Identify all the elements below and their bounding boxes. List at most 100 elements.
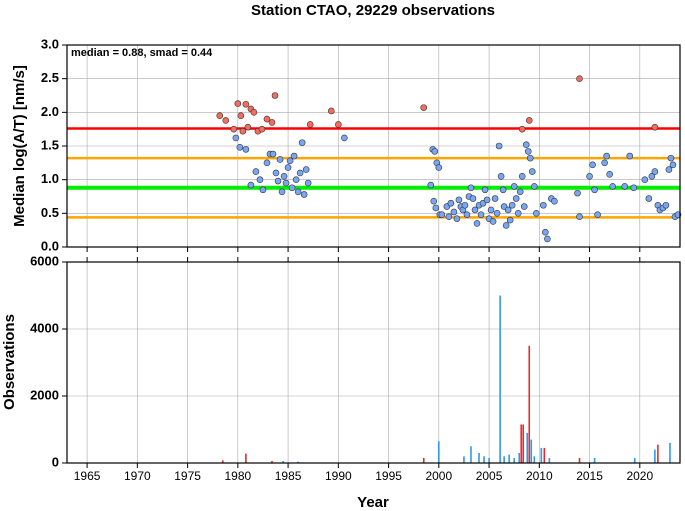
point [463,211,471,218]
point [327,107,335,115]
bar [669,442,671,463]
x-tick-label: 1965 [74,469,101,483]
point [445,213,453,220]
y-tick-label: 2.5 [41,70,59,85]
point [469,195,477,202]
point [514,210,522,217]
y-tick-label: 0.5 [41,205,59,220]
point [274,177,282,185]
point [300,191,308,198]
bar [271,460,273,463]
bar [520,424,523,463]
point [504,206,512,214]
point [483,196,491,204]
x-tick-label: 2005 [476,469,503,483]
point [263,115,271,123]
point [586,173,593,180]
point [304,179,312,187]
point [520,203,528,210]
point [461,201,469,209]
point [259,186,267,194]
point [641,176,649,183]
point [510,183,518,190]
bar [478,452,480,463]
point [518,125,526,133]
point [278,188,286,196]
x-axis-label: Year [357,494,389,511]
point [532,210,540,217]
point [606,170,613,178]
bar [488,457,490,463]
point [495,142,503,150]
point [242,146,250,153]
point [594,211,601,218]
bar [533,456,536,463]
point [665,166,673,173]
point [630,184,638,192]
point [431,148,439,155]
y-axis-label: Observations [1,314,18,410]
point [271,92,279,99]
bar [518,452,521,463]
point [481,186,489,194]
point [244,123,252,131]
point [516,188,524,196]
point [247,181,255,189]
bar [499,295,501,463]
y-axis-label: Median log(A/T) [nm/s] [11,65,28,227]
point [280,173,288,180]
point [455,196,463,204]
point [526,154,534,162]
point [542,228,549,236]
point [518,173,526,180]
point [252,168,260,175]
point [298,139,306,146]
point [284,164,292,171]
point [508,201,516,209]
point [450,208,458,216]
point [432,204,440,212]
point [268,119,276,126]
y-tick-label: 1.5 [41,137,59,152]
x-tick-label: 2015 [576,469,603,483]
point [544,235,551,243]
bar [657,444,659,463]
annotation: median = 0.88, smad = 0.44 [71,47,213,59]
point [489,218,497,225]
point [438,211,446,218]
point [447,199,455,207]
point [269,150,277,158]
point [294,188,302,196]
bar [593,457,596,463]
bar [543,447,546,463]
point [276,156,284,163]
point [427,181,435,189]
y-tick-label: 0 [52,454,59,469]
point [272,169,280,177]
x-tick-label: 1975 [174,469,201,483]
point [530,183,538,190]
point [648,173,656,180]
bar [633,457,636,463]
point [296,169,304,177]
point [286,157,294,165]
x-tick-label: 1995 [375,469,402,483]
plot-frame [66,261,681,464]
point [230,125,238,133]
bar [422,457,425,463]
point [662,201,670,209]
point [216,112,224,119]
bar [540,447,543,463]
x-tick-label: 1980 [224,469,251,483]
point [576,75,583,82]
y-tick-label: 0.0 [41,238,59,253]
bar [438,441,440,463]
point [435,164,443,171]
point [651,123,659,131]
bar [513,457,515,463]
bar [522,424,525,463]
point [239,127,247,135]
y-tick-label: 1.0 [41,171,59,186]
point [341,134,348,142]
